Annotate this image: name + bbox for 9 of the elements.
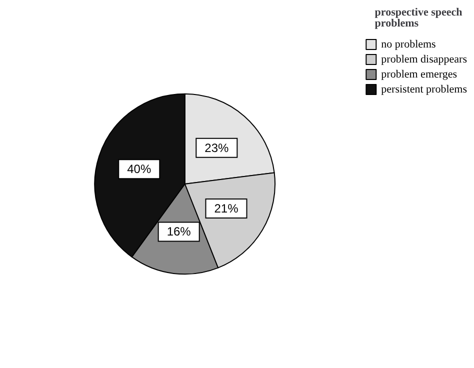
data-label: 40% — [127, 162, 152, 176]
data-label: 16% — [166, 224, 192, 239]
legend-label: problem disappears — [381, 54, 467, 66]
legend-title: prospective speech problems — [374, 6, 466, 30]
data-label: 21% — [214, 201, 239, 216]
data-label: 23% — [204, 140, 229, 155]
legend-label: problem emerges — [381, 68, 458, 80]
legend-label: persistent problems — [381, 84, 468, 96]
legend-label: no problems — [381, 38, 436, 50]
